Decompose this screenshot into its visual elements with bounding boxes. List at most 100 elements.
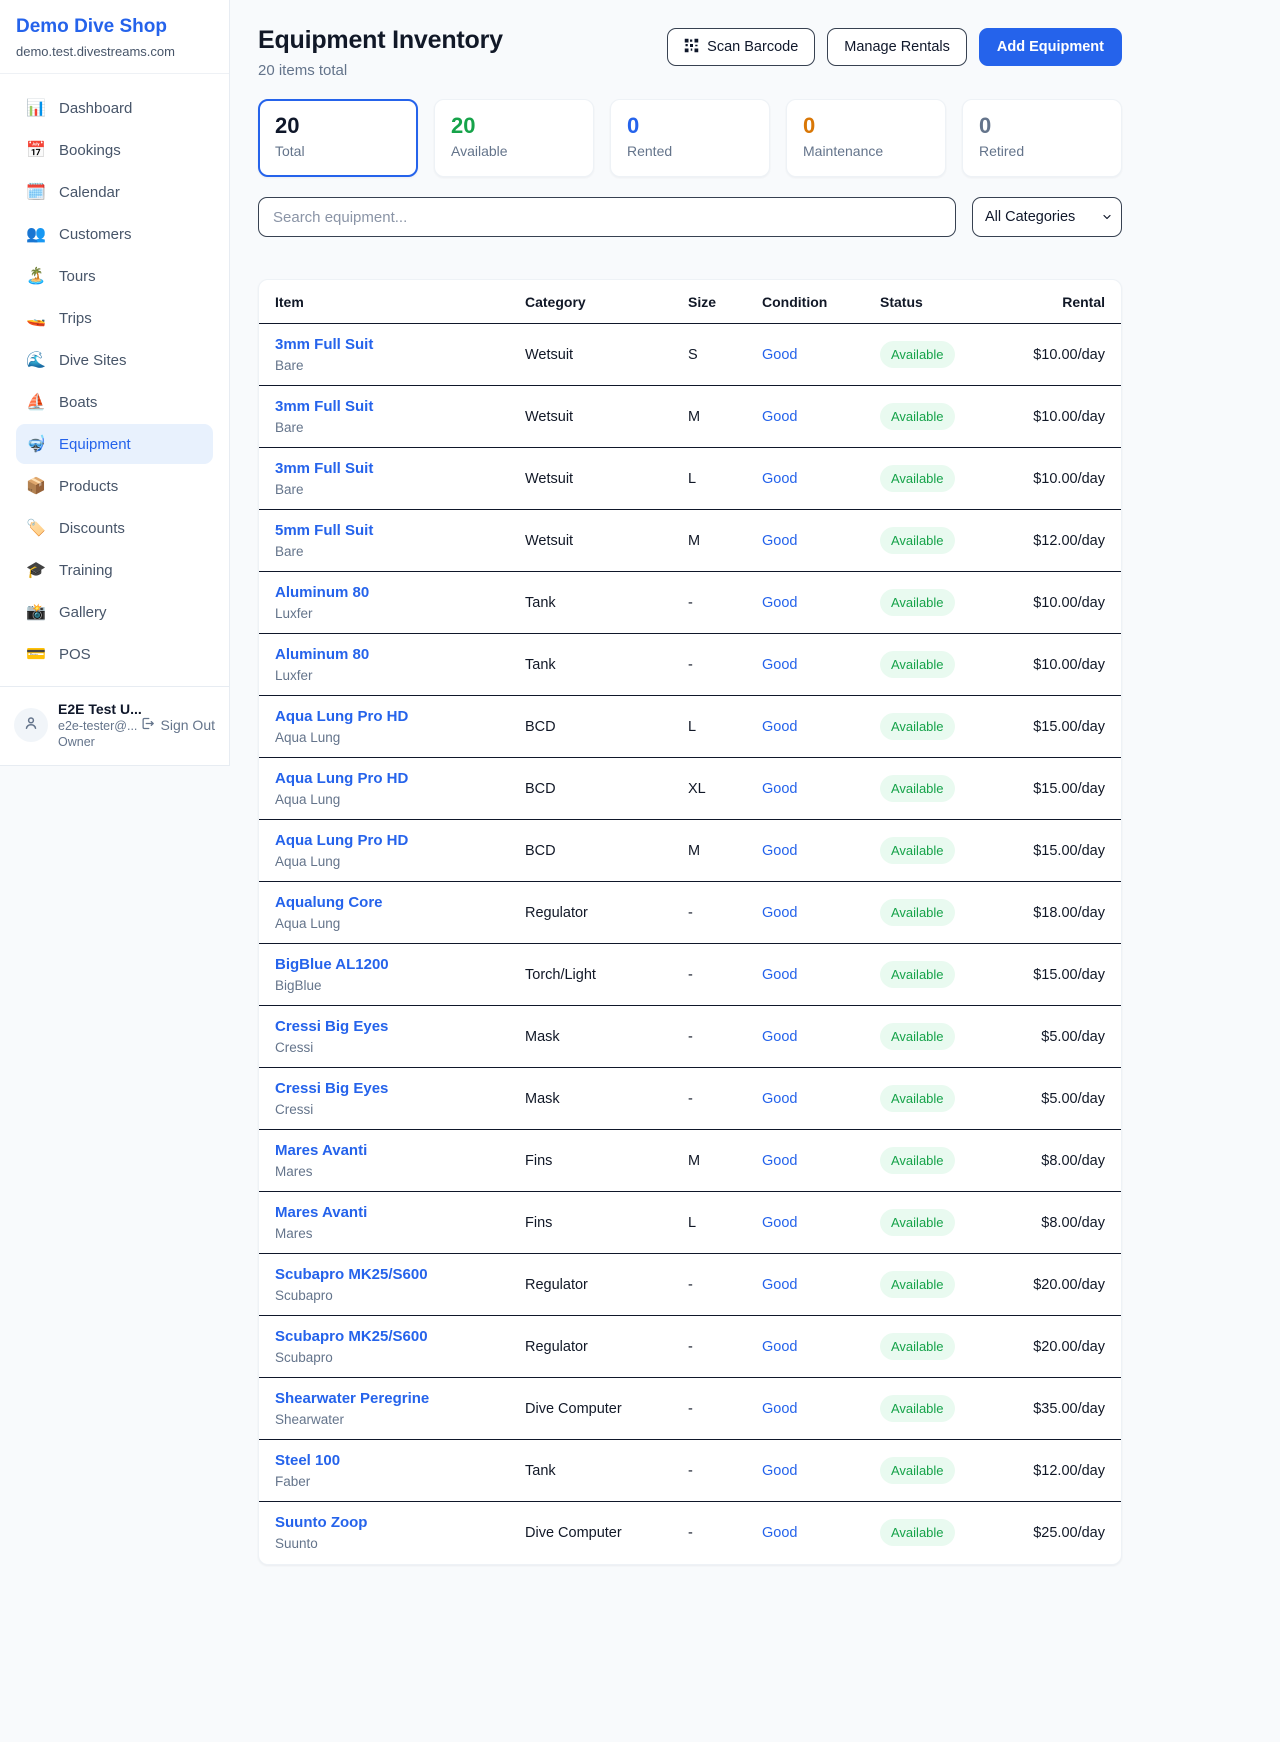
condition-link[interactable]: Good	[762, 1400, 798, 1417]
item-brand: Bare	[275, 544, 304, 559]
condition-link[interactable]: Good	[762, 780, 798, 797]
condition-link[interactable]: Good	[762, 656, 798, 673]
scan-barcode-button[interactable]: Scan Barcode	[667, 28, 816, 66]
condition-link[interactable]: Good	[762, 966, 798, 983]
table-row: 3mm Full Suit Bare Wetsuit S Good Availa…	[259, 323, 1121, 386]
stat-card-rented[interactable]: 0 Rented	[610, 99, 770, 177]
stat-card-total[interactable]: 20 Total	[258, 99, 418, 177]
item-name-link[interactable]: 3mm Full Suit	[275, 398, 374, 415]
search-input[interactable]	[258, 197, 956, 237]
customers-icon: 👥	[26, 226, 46, 243]
sidebar-item-dive-sites[interactable]: 🌊 Dive Sites	[26, 351, 127, 370]
sidebar-item-boats[interactable]: ⛵ Boats	[26, 393, 98, 412]
condition-link[interactable]: Good	[762, 1152, 798, 1169]
status-badge: Available	[880, 713, 955, 740]
sign-out-button[interactable]: Sign Out	[140, 716, 215, 734]
stat-card-maintenance[interactable]: 0 Maintenance	[786, 99, 946, 177]
scan-barcode-label: Scan Barcode	[707, 39, 799, 55]
item-name-link[interactable]: Cressi Big Eyes	[275, 1080, 389, 1097]
sidebar-item-dashboard[interactable]: 📊 Dashboard	[26, 99, 133, 118]
category-select[interactable]: All Categories	[972, 197, 1122, 237]
app-layout: Demo Dive Shop demo.test.divestreams.com…	[0, 0, 1122, 1565]
item-cell: Mares Avanti Mares	[259, 1191, 509, 1254]
rental-cell: $5.00/day	[993, 1005, 1121, 1068]
add-equipment-button[interactable]: Add Equipment	[978, 28, 1122, 66]
condition-link[interactable]: Good	[762, 1524, 798, 1541]
item-name-link[interactable]: Suunto Zoop	[275, 1514, 368, 1532]
condition-cell: Good	[746, 509, 864, 572]
stat-card-available[interactable]: 20 Available	[434, 99, 594, 177]
condition-link[interactable]: Good	[762, 594, 798, 611]
sidebar-item-products[interactable]: 📦 Products	[26, 477, 119, 496]
item-name-link[interactable]: Cressi Big Eyes	[275, 1018, 389, 1035]
sidebar-item-discounts[interactable]: 🏷️ Discounts	[26, 519, 125, 538]
item-name-link[interactable]: Aqua Lung Pro HD	[275, 770, 409, 787]
avatar	[14, 708, 48, 742]
sidebar-item-customers[interactable]: 👥 Customers	[26, 225, 132, 244]
tours-icon: 🏝️	[26, 268, 46, 285]
item-name-link[interactable]: Scubapro MK25/S600	[275, 1328, 428, 1345]
condition-link[interactable]: Good	[762, 1338, 798, 1355]
sidebar-item-bookings[interactable]: 📅 Bookings	[26, 141, 121, 160]
manage-rentals-button[interactable]: Manage Rentals	[827, 28, 967, 66]
category-cell: Regulator	[509, 1315, 672, 1378]
sidebar-item-equipment[interactable]: 🤿 Equipment	[16, 424, 213, 464]
condition-link[interactable]: Good	[762, 1090, 798, 1107]
table-row: Aqualung Core Aqua Lung Regulator - Good…	[259, 881, 1121, 944]
item-name-link[interactable]: Aqua Lung Pro HD	[275, 832, 409, 849]
category-cell: Tank	[509, 1439, 672, 1502]
table-row: Mares Avanti Mares Fins L Good Available…	[259, 1191, 1121, 1254]
item-name-link[interactable]: Aluminum 80	[275, 584, 370, 601]
sidebar-item-training[interactable]: 🎓 Training	[26, 561, 113, 580]
category-cell: Dive Computer	[525, 1524, 622, 1541]
rental-cell: $12.00/day	[993, 1439, 1121, 1502]
item-name-link[interactable]: Steel 100	[275, 1452, 341, 1469]
status-badge: Available	[880, 1519, 955, 1547]
item-name-link[interactable]: Aqua Lung Pro HD	[275, 708, 409, 725]
condition-cell: Good	[746, 1129, 864, 1192]
stat-card-retired[interactable]: 0 Retired	[962, 99, 1122, 177]
sidebar-item-trips[interactable]: 🚤 Trips	[26, 309, 92, 328]
sidebar-item-tours[interactable]: 🏝️ Tours	[26, 267, 96, 286]
condition-link[interactable]: Good	[762, 346, 798, 363]
item-name-link[interactable]: 3mm Full Suit	[275, 460, 374, 477]
item-name-link[interactable]: Aqualung Core	[275, 894, 383, 911]
condition-link[interactable]: Good	[762, 470, 798, 487]
filters-row: All Categories	[258, 197, 1122, 237]
sidebar-item-calendar[interactable]: 🗓️ Calendar	[26, 183, 120, 202]
condition-link[interactable]: Good	[762, 1276, 798, 1293]
item-name-link[interactable]: 3mm Full Suit	[275, 336, 374, 353]
item-name-link[interactable]: Aluminum 80	[275, 646, 370, 663]
size-cell: -	[688, 1524, 693, 1541]
sidebar-item-gallery[interactable]: 📸 Gallery	[26, 603, 107, 622]
item-name-link[interactable]: 5mm Full Suit	[275, 522, 374, 539]
size-cell: -	[672, 881, 746, 944]
condition-link[interactable]: Good	[762, 532, 798, 549]
size-cell: M	[672, 1129, 746, 1192]
condition-link[interactable]: Good	[762, 408, 798, 425]
sidebar-item-pos[interactable]: 💳 POS	[26, 645, 91, 664]
item-brand: Scubapro	[275, 1350, 333, 1365]
brand-title[interactable]: Demo Dive Shop	[16, 16, 167, 37]
category-cell: Tank	[509, 633, 672, 696]
item-name-link[interactable]: Scubapro MK25/S600	[275, 1266, 428, 1283]
item-name-link[interactable]: Mares Avanti	[275, 1204, 368, 1221]
condition-link[interactable]: Good	[762, 842, 798, 859]
status-cell: Available	[864, 1439, 993, 1502]
item-name-link[interactable]: BigBlue AL1200	[275, 956, 389, 973]
condition-cell: Good	[746, 1502, 864, 1564]
status-badge: Available	[880, 1209, 955, 1236]
rental-cell: $15.00/day	[993, 695, 1121, 758]
item-name-link[interactable]: Shearwater Peregrine	[275, 1390, 430, 1407]
size-cell: -	[672, 571, 746, 634]
condition-link[interactable]: Good	[762, 1028, 798, 1045]
condition-cell: Good	[746, 819, 864, 882]
condition-link[interactable]: Good	[762, 904, 798, 921]
rental-cell: $8.00/day	[993, 1129, 1121, 1192]
condition-cell: Good	[746, 385, 864, 448]
item-name-link[interactable]: Mares Avanti	[275, 1142, 368, 1159]
condition-link[interactable]: Good	[762, 1462, 798, 1479]
condition-link[interactable]: Good	[762, 718, 798, 735]
condition-link[interactable]: Good	[762, 1214, 798, 1231]
table-row: 5mm Full Suit Bare Wetsuit M Good Availa…	[259, 509, 1121, 572]
